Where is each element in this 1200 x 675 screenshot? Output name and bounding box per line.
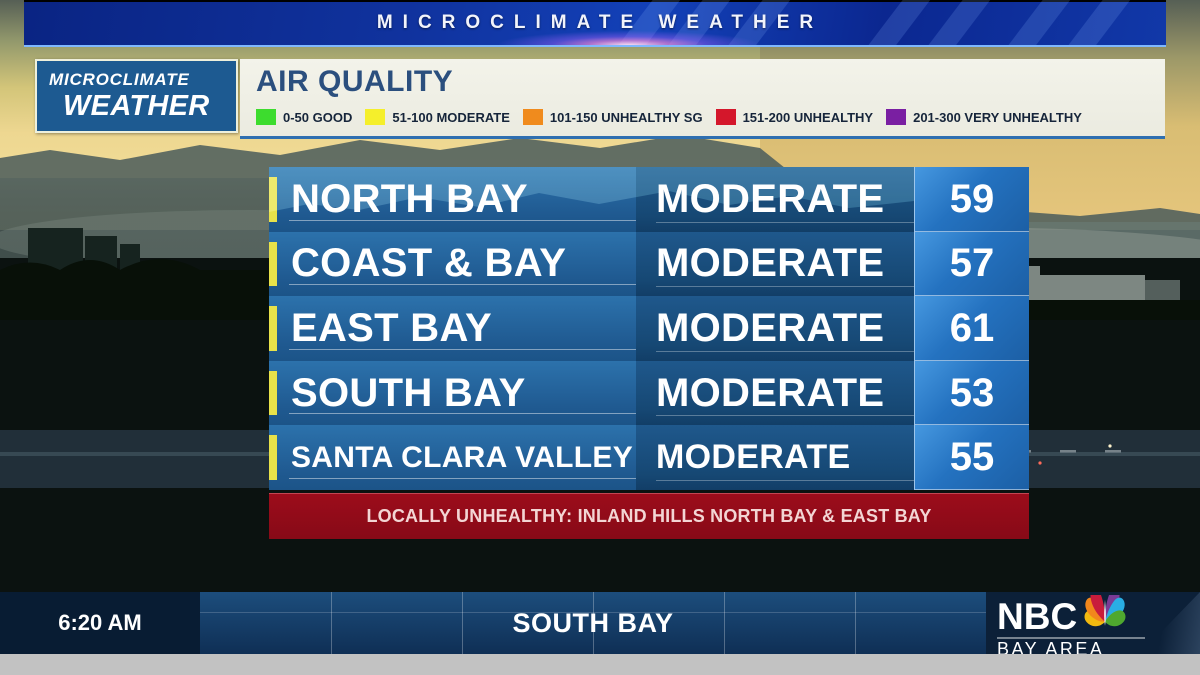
- svg-text:NBC: NBC: [997, 596, 1077, 637]
- svg-text:BAY AREA: BAY AREA: [997, 639, 1104, 654]
